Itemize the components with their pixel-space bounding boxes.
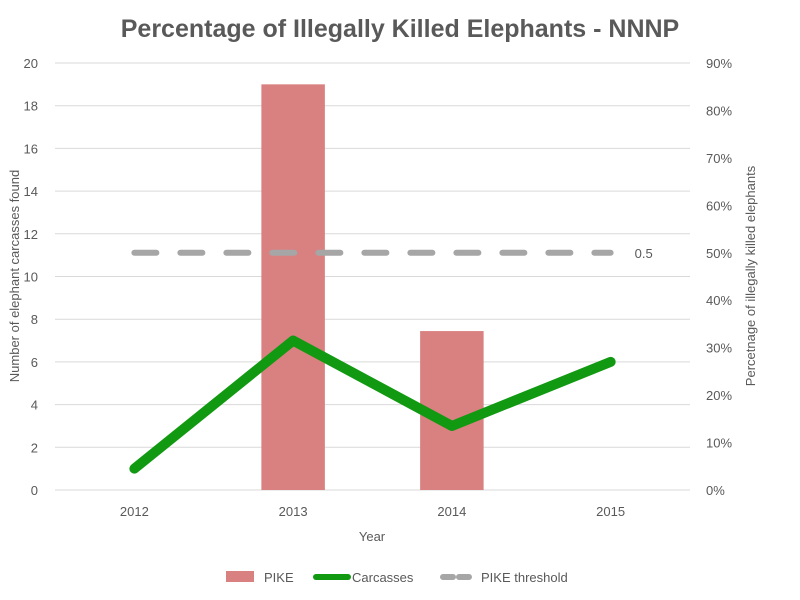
y-left-tick-label: 16 bbox=[24, 141, 38, 156]
annotations: 0.5 bbox=[635, 246, 653, 261]
y-right-tick-label: 70% bbox=[706, 151, 732, 166]
x-tick-label: 2014 bbox=[437, 504, 466, 519]
legend-label: Carcasses bbox=[352, 570, 414, 585]
legend-item: PIKE bbox=[226, 570, 294, 585]
gridlines bbox=[55, 62, 690, 491]
carcasses-polyline bbox=[129, 335, 616, 474]
y-left-tick-label: 12 bbox=[24, 227, 38, 242]
pike-bars bbox=[261, 84, 484, 490]
y-left-tick-label: 18 bbox=[24, 99, 38, 114]
y-left-tick-label: 14 bbox=[24, 184, 38, 199]
y-left-tick-label: 6 bbox=[31, 355, 38, 370]
y-left-tick-label: 2 bbox=[31, 440, 38, 455]
legend: PIKE Carcasses PIKE threshold bbox=[226, 570, 568, 585]
y-right-tick-label: 10% bbox=[706, 436, 732, 451]
legend-swatch-pike bbox=[226, 571, 254, 582]
y-left-tick-label: 8 bbox=[31, 312, 38, 327]
y-right-tick-label: 0% bbox=[706, 483, 725, 498]
chart-title: Percentage of Illegally Killed Elephants… bbox=[121, 15, 679, 43]
x-axis-ticks: 2012 2013 2014 2015 bbox=[120, 504, 625, 519]
legend-label: PIKE bbox=[264, 570, 294, 585]
y-left-tick-label: 20 bbox=[24, 56, 38, 71]
y-left-tick-label: 0 bbox=[31, 483, 38, 498]
x-axis-label: Year bbox=[359, 529, 386, 544]
y-right-tick-label: 50% bbox=[706, 246, 732, 261]
y-right-tick-label: 30% bbox=[706, 341, 732, 356]
y-right-tick-label: 20% bbox=[706, 388, 732, 403]
threshold-value-label: 0.5 bbox=[635, 246, 653, 261]
y-right-tick-label: 90% bbox=[706, 56, 732, 71]
pike-bar bbox=[261, 84, 325, 490]
x-tick-label: 2013 bbox=[279, 504, 308, 519]
x-tick-label: 2012 bbox=[120, 504, 149, 519]
carcasses-line bbox=[129, 335, 616, 474]
y-left-tick-label: 10 bbox=[24, 270, 38, 285]
legend-item: Carcasses bbox=[313, 570, 414, 585]
y-right-tick-label: 60% bbox=[706, 198, 732, 213]
y-axis-right-label: Percetnage of illegally killed elephants bbox=[743, 165, 758, 386]
right-axis-ticks: 0% 10% 20% 30% 40% 50% 60% 70% 80% 90% bbox=[706, 56, 732, 498]
legend-label: PIKE threshold bbox=[481, 570, 568, 585]
left-axis-ticks: 0 2 4 6 8 10 12 14 16 18 20 bbox=[24, 56, 38, 498]
legend-item: PIKE threshold bbox=[440, 570, 568, 585]
y-right-tick-label: 40% bbox=[706, 293, 732, 308]
y-left-tick-label: 4 bbox=[31, 398, 38, 413]
x-tick-label: 2015 bbox=[596, 504, 625, 519]
y-axis-left-label: Number of elephant carcasses found bbox=[7, 170, 22, 382]
y-right-tick-label: 80% bbox=[706, 103, 732, 118]
